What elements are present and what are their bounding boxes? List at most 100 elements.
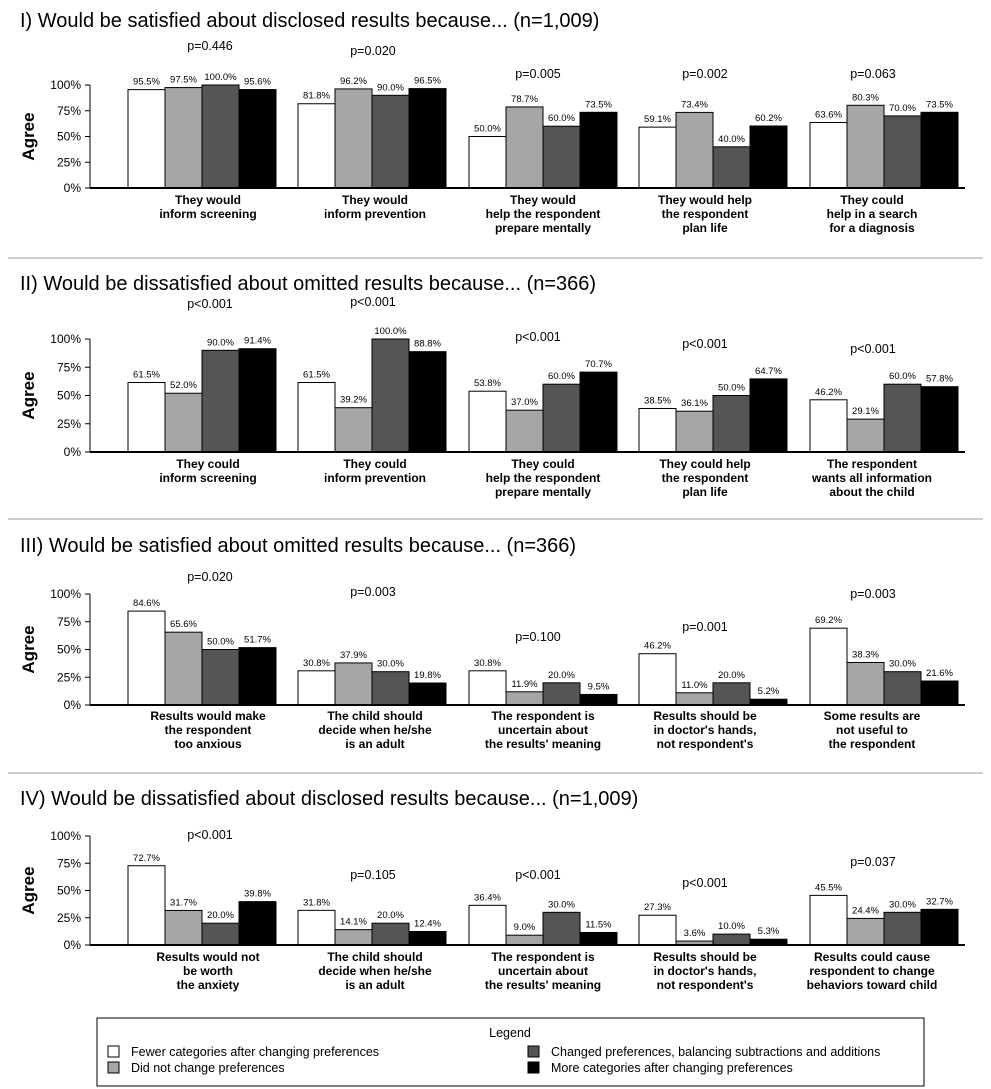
bar-value-label: 37.0%: [511, 397, 538, 408]
category-label: They would help the respondent prepare men…: [486, 193, 601, 235]
bar: [505, 691, 544, 706]
bar-value-label: 70.0%: [889, 103, 916, 114]
category-label: They could help the respondent plan life: [659, 457, 750, 499]
bar-value-label: 96.5%: [414, 76, 441, 87]
y-tick-label: 100%: [50, 587, 81, 601]
legend: Legend Fewer categories after changing pr…: [96, 1017, 925, 1087]
bar-value-label: 57.8%: [926, 374, 953, 385]
bar: [201, 922, 240, 946]
bar: [334, 407, 373, 453]
p-value-label: p=0.105: [350, 868, 396, 882]
y-tick-label: 50%: [57, 884, 81, 898]
bar-value-label: 81.8%: [303, 91, 330, 102]
category-label: Results would not be worth the anxiety: [156, 950, 259, 992]
bar-value-label: 95.5%: [133, 77, 160, 88]
p-value-label: p<0.001: [515, 868, 561, 882]
panel-title: I) Would be satisfied about disclosed re…: [20, 10, 599, 32]
legend-entry-label: Did not change preferences: [131, 1061, 285, 1075]
bar-value-label: 30.8%: [303, 658, 330, 669]
bar-value-label: 20.0%: [548, 670, 575, 681]
y-tick-label: 0%: [64, 938, 82, 952]
y-axis-label: Agree: [19, 625, 38, 673]
bar-value-label: 63.6%: [815, 109, 842, 120]
bar: [638, 914, 677, 946]
category-label: Results should be in doctor's hands, not r…: [653, 950, 757, 992]
bar: [468, 390, 507, 453]
bar-value-label: 70.7%: [585, 359, 612, 370]
bar: [579, 371, 618, 453]
bar: [920, 680, 959, 706]
bar: [920, 111, 959, 189]
bar: [638, 653, 677, 706]
bar-value-label: 72.7%: [133, 853, 160, 864]
bar-value-label: 90.0%: [207, 337, 234, 348]
bar-value-label: 14.1%: [340, 917, 367, 928]
p-value-label: p=0.037: [850, 855, 896, 869]
bar: [920, 908, 959, 946]
bar-value-label: 61.5%: [133, 370, 160, 381]
y-axis-label: Agree: [19, 371, 38, 419]
bar: [749, 378, 788, 453]
bar: [579, 111, 618, 189]
panel-1: I) Would be satisfied about disclosed re…: [19, 10, 965, 235]
bar-value-label: 3.6%: [684, 928, 706, 939]
bar: [542, 682, 581, 706]
panel-title: III) Would be satisfied about omitted re…: [20, 535, 576, 557]
bar: [164, 631, 203, 706]
bar-value-label: 60.0%: [548, 113, 575, 124]
bar-value-label: 46.2%: [644, 641, 671, 652]
category-label: The child should decide when he/she is an …: [318, 950, 432, 992]
category-label: Results could cause respondent to change b…: [807, 950, 938, 992]
category-label: The child should decide when he/she is an …: [318, 709, 432, 751]
bar-value-label: 11.5%: [585, 919, 612, 930]
bar-value-label: 61.5%: [303, 370, 330, 381]
bar: [127, 382, 166, 453]
bar: [883, 671, 922, 706]
bar: [334, 929, 373, 946]
bar-value-label: 64.7%: [755, 366, 782, 377]
bar: [164, 392, 203, 453]
p-value-label: p=0.100: [515, 630, 561, 644]
bar: [846, 418, 885, 453]
bar-value-label: 60.0%: [889, 371, 916, 382]
bar-value-label: 5.2%: [758, 686, 780, 697]
bar: [505, 934, 544, 946]
bar-value-label: 95.6%: [244, 77, 271, 88]
p-value-label: p=0.001: [682, 620, 728, 634]
bar: [238, 89, 277, 189]
category-label: They could help the respondent prepare men…: [486, 457, 601, 499]
bar-value-label: 32.7%: [926, 896, 953, 907]
bar: [164, 909, 203, 946]
category-label: Results would make the respondent too anxi…: [150, 709, 266, 751]
bar: [675, 410, 714, 453]
category-label: The respondent is uncertain about the resu…: [485, 709, 601, 751]
p-value-label: p=0.446: [187, 39, 233, 53]
bar: [675, 692, 714, 706]
y-tick-label: 75%: [57, 104, 81, 118]
category-label: Some results are not useful to the respond…: [824, 709, 921, 751]
bar-value-label: 11.0%: [681, 680, 708, 691]
bar-value-label: 88.8%: [414, 339, 441, 350]
y-tick-label: 0%: [64, 181, 82, 195]
bar-value-label: 30.0%: [889, 659, 916, 670]
bar: [505, 106, 544, 189]
legend-title: Legend: [489, 1026, 531, 1040]
panel-3: III) Would be satisfied about omitted re…: [19, 535, 965, 751]
bar-value-label: 50.0%: [474, 124, 501, 135]
bar-value-label: 27.3%: [644, 902, 671, 913]
bar: [371, 922, 410, 946]
bar-value-label: 39.2%: [340, 395, 367, 406]
p-value-label: p=0.063: [850, 67, 896, 81]
bar: [408, 930, 447, 946]
bar: [809, 121, 848, 189]
bar: [371, 671, 410, 706]
p-value-label: p<0.001: [187, 828, 233, 842]
bar-value-label: 45.5%: [815, 882, 842, 893]
bar: [542, 125, 581, 189]
y-tick-label: 75%: [57, 615, 81, 629]
bar: [883, 115, 922, 189]
bar-value-label: 46.2%: [815, 387, 842, 398]
bar-value-label: 96.2%: [340, 76, 367, 87]
bar: [201, 84, 240, 189]
p-value-label: p=0.005: [515, 67, 561, 81]
